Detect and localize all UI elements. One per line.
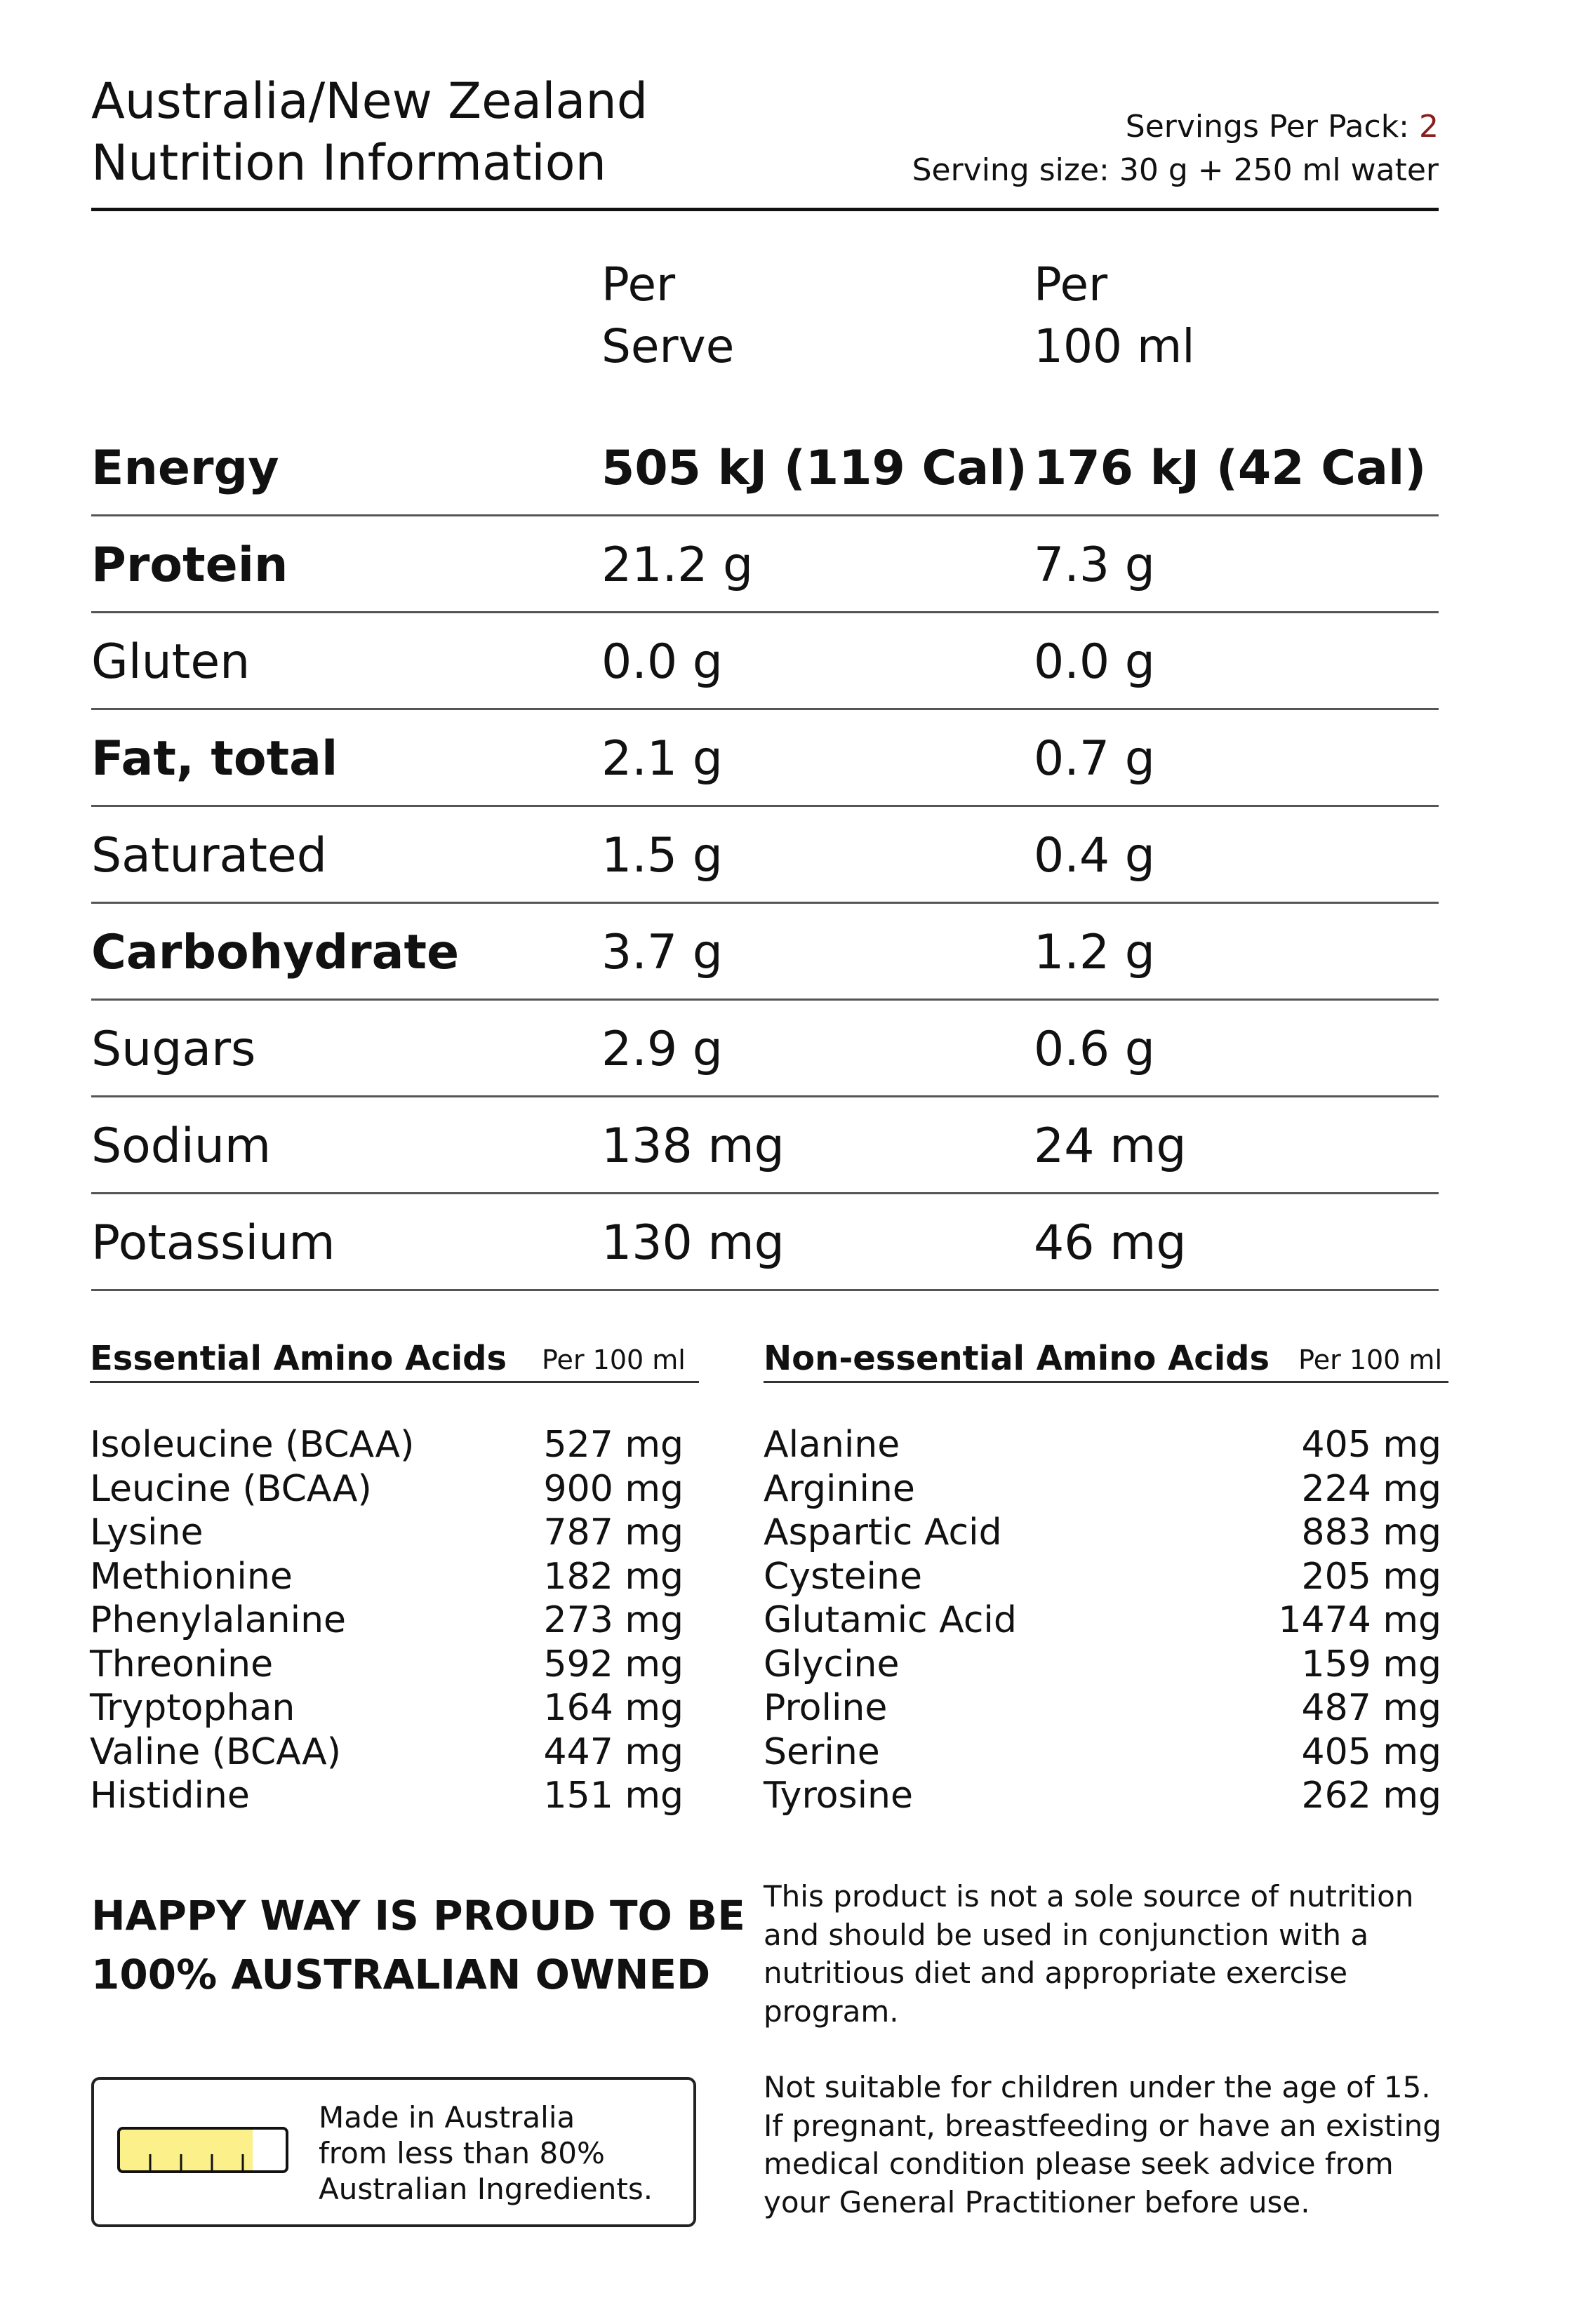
list-item: Isoleucine (BCAA) 527 mg <box>90 1424 684 1466</box>
list-item: Valine (BCAA) 447 mg <box>90 1730 684 1773</box>
nutrient-row-carbohydrate: Carbohydrate 3.7 g 1.2 g <box>91 904 1439 1001</box>
row-divider <box>91 902 1439 904</box>
list-item: Histidine 151 mg <box>90 1775 684 1817</box>
per-serve-value: 130 mg <box>601 1215 785 1271</box>
per-serve-value: 0.0 g <box>601 634 723 690</box>
per-100ml-value: 0.6 g <box>1034 1021 1155 1077</box>
per-100ml-value: 1.2 g <box>1034 924 1155 980</box>
per-100ml-value: 0.0 g <box>1034 634 1155 690</box>
list-item: Glycine 159 mg <box>764 1643 1441 1685</box>
nutrient-row-gluten: Gluten 0.0 g 0.0 g <box>91 613 1439 710</box>
nonessential-amino-heading: Non-essential Amino Acids <box>764 1339 1270 1378</box>
made-in-australia-label <box>91 2077 696 2227</box>
list-item: Arginine 224 mg <box>764 1467 1441 1510</box>
per-100ml-value: 0.4 g <box>1034 827 1155 883</box>
nutrient-row-sugars: Sugars 2.9 g 0.6 g <box>91 1001 1439 1097</box>
per-100ml-value: 46 mg <box>1034 1215 1187 1271</box>
title-line-1: Australia/New Zealand <box>91 72 648 130</box>
essential-amino-heading: Essential Amino Acids <box>90 1339 507 1378</box>
nutrient-name: Carbohydrate <box>91 924 460 980</box>
nutrient-row-fat-total: Fat, total 2.1 g 0.7 g <box>91 710 1439 807</box>
list-item: Lysine 787 mg <box>90 1511 684 1554</box>
row-divider <box>91 999 1439 1001</box>
essential-amino-list: Isoleucine (BCAA) 527 mg Leucine (BCAA) 90… <box>90 1423 684 1818</box>
nutrient-row-potassium: Potassium 130 mg 46 mg <box>91 1194 1439 1291</box>
safety-warning: Not suitable for children under the age … <box>764 2070 1441 2219</box>
nutrient-name: Protein <box>91 537 288 593</box>
nutrient-name: Sugars <box>91 1021 256 1077</box>
per-100ml-value: 7.3 g <box>1034 537 1155 593</box>
row-divider <box>91 805 1439 807</box>
row-divider <box>91 1192 1439 1194</box>
list-item: Aspartic Acid 883 mg <box>764 1511 1441 1554</box>
list-item: Tryptophan 164 mg <box>90 1687 684 1729</box>
nutrient-name: Sodium <box>91 1118 272 1174</box>
nutrient-row-sodium: Sodium 138 mg 24 mg <box>91 1097 1439 1194</box>
title-line-2: Nutrition Information <box>91 134 606 192</box>
per-serve-value: 1.5 g <box>601 827 723 883</box>
row-divider <box>91 611 1439 613</box>
essential-amino-rule <box>90 1381 699 1383</box>
gauge-frame <box>117 2127 288 2173</box>
list-item: Leucine (BCAA) 900 mg <box>90 1467 684 1510</box>
servings-per-pack: Servings Per Pack: 2 <box>1125 109 1439 145</box>
per-serve-value: 505 kJ (119 Cal) <box>601 440 1027 496</box>
per-serve-value: 138 mg <box>601 1118 785 1174</box>
row-divider <box>91 1289 1439 1291</box>
australian-owned-statement: HAPPY WAY IS PROUD TO BE 100% AUSTRALIAN… <box>91 1892 745 1998</box>
nutrient-name: Saturated <box>91 827 327 883</box>
header-divider <box>91 208 1439 211</box>
per-serve-value: 21.2 g <box>601 537 754 593</box>
per-100ml-value: 24 mg <box>1034 1118 1187 1174</box>
row-divider <box>91 1095 1439 1097</box>
per-100ml-value: 0.7 g <box>1034 730 1155 787</box>
per-serve-header: Per Serve <box>601 258 735 373</box>
servings-value: 2 <box>1419 109 1439 145</box>
nutrient-name: Potassium <box>91 1215 335 1271</box>
list-item: Glutamic Acid 1474 mg <box>764 1599 1441 1641</box>
australian-ingredients-gauge <box>117 2127 288 2173</box>
row-divider <box>91 514 1439 516</box>
nutrient-name: Gluten <box>91 634 251 690</box>
nonessential-amino-list: Alanine 405 mg Arginine 224 mg Aspartic Ac… <box>764 1423 1441 1818</box>
essential-per-label: Per 100 ml <box>542 1344 686 1375</box>
row-divider <box>91 708 1439 710</box>
serving-info: Servings Per Pack: 2 Serving size: 30 g … <box>912 105 1439 192</box>
nutrient-name: Fat, total <box>91 730 338 787</box>
list-item: Tyrosine 262 mg <box>764 1775 1441 1817</box>
page-title: Australia/New Zealand Nutrition Informat… <box>91 70 648 194</box>
nutrient-name: Energy <box>91 440 279 496</box>
nutrient-row-energy: Energy 505 kJ (119 Cal) 176 kJ (42 Cal) <box>91 420 1439 516</box>
nutrient-row-saturated: Saturated 1.5 g 0.4 g <box>91 807 1439 904</box>
gauge-fill <box>119 2129 253 2171</box>
nutrient-row-protein: Protein 21.2 g 7.3 g <box>91 516 1439 613</box>
per-100ml-value: 176 kJ (42 Cal) <box>1034 440 1427 496</box>
list-item: Serine 405 mg <box>764 1730 1441 1773</box>
list-item: Phenylalanine 273 mg <box>90 1599 684 1641</box>
per-serve-value: 2.9 g <box>601 1021 723 1077</box>
serving-size: Serving size: 30 g + 250 ml water <box>912 152 1439 188</box>
per-serve-value: 3.7 g <box>601 924 723 980</box>
per-100ml-header: Per 100 ml <box>1034 258 1195 373</box>
made-in-australia-text: Made in Australia from less than 80% Aus… <box>319 2100 653 2206</box>
list-item: Cysteine 205 mg <box>764 1555 1441 1598</box>
per-serve-value: 2.1 g <box>601 730 723 787</box>
list-item: Proline 487 mg <box>764 1687 1441 1729</box>
nonessential-amino-rule <box>764 1381 1448 1383</box>
nutrition-disclaimer: This product is not a sole source of nut… <box>764 1879 1414 2029</box>
list-item: Methionine 182 mg <box>90 1555 684 1598</box>
list-item: Threonine 592 mg <box>90 1643 684 1685</box>
nonessential-per-label: Per 100 ml <box>1298 1344 1442 1375</box>
list-item: Alanine 405 mg <box>764 1424 1441 1466</box>
